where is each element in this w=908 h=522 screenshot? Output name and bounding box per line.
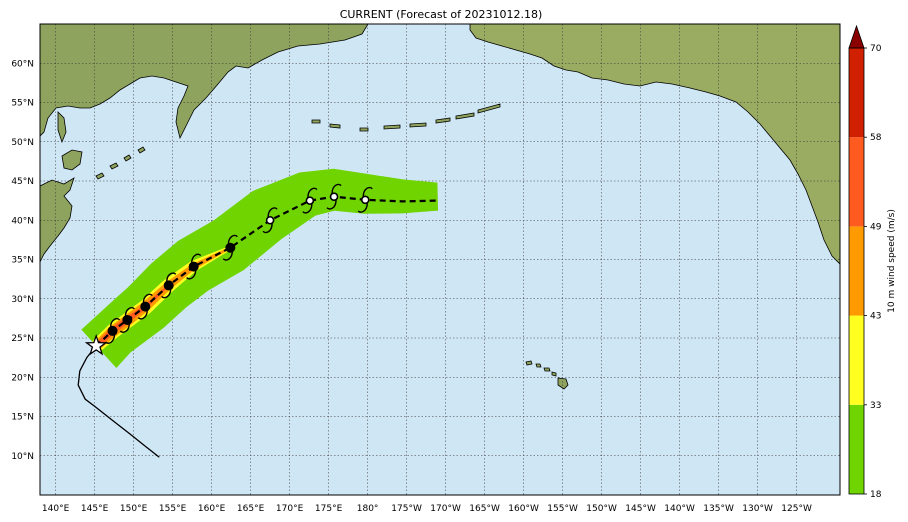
storm-symbol-core	[360, 195, 370, 205]
colorbar-tick-label: 58	[870, 133, 882, 143]
lat-tick-label: 25°N	[11, 334, 34, 344]
lon-tick-label: 165°W	[469, 504, 500, 514]
colorbar-segment	[849, 137, 864, 227]
storm-symbol-arms	[222, 234, 238, 261]
storm-symbol-core	[305, 196, 315, 205]
lon-tick-label: 125°W	[781, 504, 812, 514]
colorbar-tick-label: 33	[870, 401, 881, 411]
lon-tick-label: 175°W	[391, 504, 422, 514]
longitude-tick-labels: 140°E 145°E 150°E 155°E 160°E 165°E 170°E 175°E…	[42, 504, 812, 514]
land-japan	[40, 177, 75, 263]
lat-tick-label: 10°N	[11, 452, 34, 462]
colorbar-segment	[849, 226, 864, 316]
map-area	[40, 24, 840, 495]
land-aleutians	[311, 103, 501, 132]
land-masses	[40, 24, 840, 390]
typhoon-symbol-core	[122, 314, 133, 325]
colorbar-tick-label: 49	[870, 222, 882, 232]
tropical-storm-symbol	[357, 186, 373, 213]
lon-tick-label: 155°W	[547, 504, 578, 514]
storm-symbol-arms	[357, 186, 373, 213]
storm-symbol-arms	[186, 253, 202, 280]
figure-title: CURRENT (Forecast of 20231012.18)	[340, 8, 543, 21]
land-sakhalin	[57, 111, 67, 144]
typhoon-symbol-core	[140, 301, 151, 312]
storm-symbol-arms	[137, 293, 153, 320]
storm-symbol-arms	[262, 207, 278, 234]
land-hokkaido	[61, 149, 83, 171]
storm-symbol-arms	[302, 187, 318, 214]
colorbar-segment	[849, 315, 864, 405]
past-track	[77, 345, 160, 458]
lat-tick-label: 30°N	[11, 295, 34, 305]
storm-symbol-arms	[326, 183, 342, 210]
colorbar: 18 33 43 49 58 70 10 m wind speed (m/s)	[848, 24, 897, 500]
lon-tick-label: 130°W	[742, 504, 773, 514]
colorbar-segment	[849, 48, 864, 138]
lat-tick-label: 60°N	[11, 59, 34, 69]
lon-tick-label: 145°W	[625, 504, 656, 514]
lat-tick-label: 50°N	[11, 138, 34, 148]
swath-band-18-33	[81, 168, 439, 369]
typhoon-symbol	[137, 293, 153, 320]
lon-tick-label: 145°E	[81, 504, 109, 514]
lat-tick-label: 35°N	[11, 256, 34, 266]
typhoon-symbol	[186, 253, 202, 280]
land-kurils	[95, 146, 146, 180]
lon-tick-label: 180°	[357, 504, 379, 514]
typhoon-symbol-core	[107, 325, 118, 336]
typhoon-symbol-core	[188, 261, 199, 272]
lon-tick-label: 140°W	[664, 504, 695, 514]
current-position-star	[84, 333, 108, 356]
lat-tick-label: 15°N	[11, 413, 34, 423]
lon-tick-label: 160°W	[508, 504, 539, 514]
past-track-line	[77, 345, 160, 458]
lon-tick-label: 175°E	[315, 504, 343, 514]
colorbar-tick-label: 18	[870, 490, 882, 500]
colorbar-extension	[848, 24, 865, 49]
typhoon-symbol-core	[225, 242, 236, 253]
lat-tick-label: 45°N	[11, 177, 34, 187]
land-asia-north	[40, 24, 369, 140]
lon-tick-label: 135°W	[703, 504, 734, 514]
tropical-storm-symbol	[302, 187, 318, 214]
lon-tick-label: 165°E	[237, 504, 265, 514]
lon-tick-label: 155°E	[159, 504, 187, 514]
colorbar-segment	[849, 404, 864, 494]
storm-symbol-core	[265, 215, 275, 225]
storm-symbol-arms	[119, 306, 135, 333]
lat-tick-label: 55°N	[11, 99, 34, 109]
lon-tick-label: 170°E	[276, 504, 304, 514]
typhoon-symbol-core	[163, 280, 174, 291]
lon-tick-label: 160°E	[198, 504, 226, 514]
latitude-tick-labels: 10°N 15°N 20°N 25°N 30°N 35°N 40°N 45°N 50°N 55°N…	[11, 59, 34, 462]
lon-tick-label: 150°W	[586, 504, 617, 514]
colorbar-tick-label: 43	[870, 312, 881, 322]
storm-symbol-arms	[161, 272, 177, 299]
land-hawaii	[525, 360, 569, 390]
storm-symbols	[104, 183, 373, 344]
tropical-storm-symbol	[262, 207, 278, 234]
colorbar-label: 10 m wind speed (m/s)	[887, 209, 897, 313]
typhoon-symbol	[222, 234, 238, 261]
current-position	[84, 333, 108, 356]
lon-tick-label: 170°W	[430, 504, 461, 514]
typhoon-symbol	[119, 306, 135, 333]
colorbar-frame	[848, 47, 865, 495]
lon-tick-label: 150°E	[120, 504, 148, 514]
land-north-america	[469, 24, 840, 265]
lat-tick-label: 40°N	[11, 216, 34, 226]
storm-symbol-core	[329, 192, 339, 201]
lat-tick-label: 20°N	[11, 373, 34, 383]
lon-tick-label: 140°E	[42, 504, 70, 514]
typhoon-symbol	[161, 272, 177, 299]
tropical-storm-symbol	[326, 183, 342, 210]
map-frame	[39, 23, 841, 496]
colorbar-tick-label: 70	[870, 44, 882, 54]
